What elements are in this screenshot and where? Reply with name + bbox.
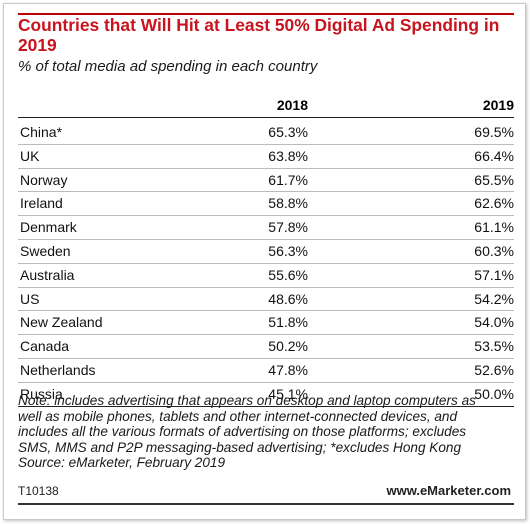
country-cell: China*: [20, 124, 63, 140]
footnote: Note: includes advertising that appears …: [18, 393, 518, 471]
country-cell: US: [20, 290, 40, 307]
table-row: US 48.6% 54.2%: [18, 288, 514, 312]
value-2018-cell: 50.2%: [268, 338, 308, 355]
country-cell: Netherlands: [20, 361, 96, 378]
value-2019-cell: 53.5%: [474, 338, 514, 355]
title-accent-bar: [18, 13, 514, 15]
value-2018-cell: 45.1%: [268, 385, 308, 402]
table-row: Netherlands 47.8% 52.6%: [18, 359, 514, 383]
chart-title: Countries that Will Hit at Least 50% Dig…: [18, 15, 518, 55]
footnote-line: SMS, MMS and P2P messaging-based adverti…: [18, 439, 462, 455]
table-row: Norway 61.7% 65.5%: [18, 169, 514, 193]
value-2019-cell: 57.1%: [474, 266, 514, 283]
value-2019-cell: 66.4%: [474, 147, 514, 164]
value-2018-cell: 51.8%: [268, 314, 308, 331]
footnote-line: Source: eMarketer, February 2019: [18, 455, 226, 471]
value-2018-cell: 48.6%: [268, 290, 308, 307]
value-2019-cell: 54.0%: [474, 314, 514, 331]
table-row: Ireland 58.8% 62.6%: [18, 192, 514, 217]
chart-frame: Countries that Will Hit at Least 50% Dig…: [3, 3, 526, 520]
country-cell: Denmark: [20, 219, 77, 236]
value-2019-cell: 60.3%: [474, 242, 514, 259]
table-row: New Zealand 51.8% 54.0%: [18, 311, 514, 336]
table-row: Sweden 56.3% 60.3%: [18, 240, 514, 264]
value-2018-cell: 47.8%: [268, 361, 308, 378]
brand-link[interactable]: www.eMarketer.com: [386, 483, 511, 498]
title-line-2: 2019: [18, 35, 57, 55]
title-line-1: Countries that Will Hit at Least 50% Dig…: [18, 15, 500, 35]
table-row: UK 63.8% 66.4%: [18, 145, 514, 169]
value-2019-cell: 50.0%: [474, 385, 514, 402]
table-row: Denmark 57.8% 61.1%: [18, 216, 514, 240]
country-cell: Ireland: [20, 195, 63, 212]
value-2019-cell: 61.1%: [474, 219, 514, 236]
value-2018-cell: 63.8%: [268, 147, 308, 164]
country-cell: Norway: [20, 171, 68, 188]
value-2018-cell: 65.3%: [268, 124, 308, 140]
value-2019-cell: 69.5%: [474, 124, 514, 140]
table-row: Russia 45.1% 50.0%: [18, 383, 514, 407]
country-cell: Canada: [20, 338, 70, 355]
value-2019-cell: 65.5%: [474, 171, 514, 188]
column-header-2019: 2019: [482, 97, 514, 113]
footnote-line: Note: includes advertising that appears …: [18, 393, 476, 408]
value-2018-cell: 55.6%: [268, 266, 308, 283]
table-body: China* 65.3% 69.5% UK 63.8% 66.4% Norway 61.7% 6…: [18, 121, 514, 407]
column-header-2018: 2018: [276, 97, 308, 113]
value-2018-cell: 56.3%: [268, 242, 308, 259]
value-2018-cell: 61.7%: [268, 171, 308, 188]
chart-subtitle: % of total media ad spending in each cou…: [18, 58, 318, 75]
value-2019-cell: 52.6%: [474, 361, 514, 378]
table-row: Australia 55.6% 57.1%: [18, 264, 514, 288]
value-2019-cell: 62.6%: [474, 195, 514, 212]
value-2018-cell: 58.8%: [268, 195, 308, 212]
table-header: 2018 2019: [18, 93, 514, 118]
country-cell: New Zealand: [20, 314, 103, 331]
table-row: China* 65.3% 69.5%: [18, 121, 514, 145]
table-row: Canada 50.2% 53.5%: [18, 335, 514, 359]
bottom-rule: [18, 503, 514, 505]
country-cell: Russia: [20, 385, 63, 402]
footnote-line: well as mobile phones, tablets and other…: [18, 408, 458, 424]
country-cell: UK: [20, 147, 40, 164]
country-cell: Sweden: [20, 242, 71, 259]
country-cell: Australia: [20, 266, 75, 283]
value-2018-cell: 57.8%: [268, 219, 308, 236]
chart-code: T10138: [18, 484, 59, 498]
value-2019-cell: 54.2%: [474, 290, 514, 307]
footnote-line: includes all the various formats of adve…: [18, 424, 467, 440]
